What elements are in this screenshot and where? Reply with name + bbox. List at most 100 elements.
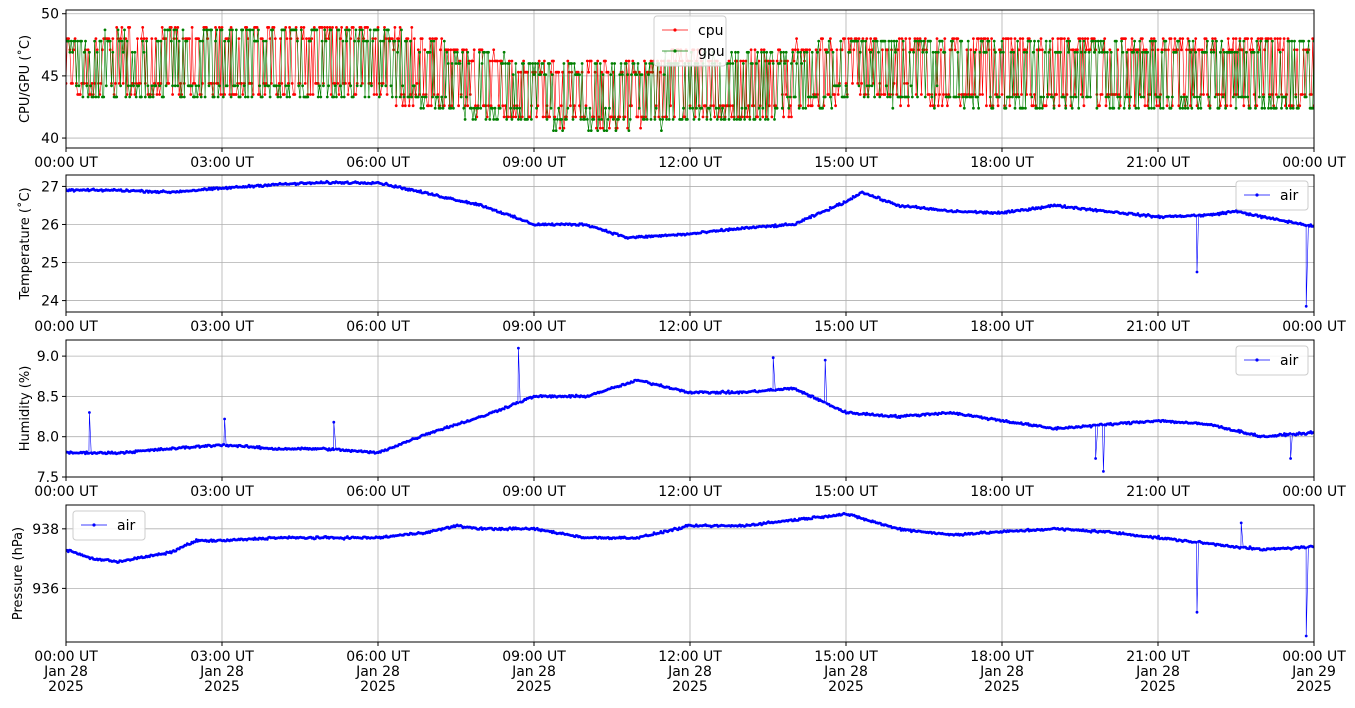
data-point [935, 84, 939, 88]
data-point [1033, 39, 1036, 43]
data-point [1001, 37, 1005, 40]
data-point [1263, 48, 1266, 52]
data-point [229, 95, 233, 99]
data-point [102, 95, 106, 99]
data-point [791, 48, 795, 52]
data-point [1220, 93, 1224, 96]
data-point [862, 95, 866, 99]
data-point [878, 95, 882, 99]
data-point [1064, 106, 1068, 110]
data-point [133, 451, 137, 455]
data-point [608, 106, 611, 110]
data-point [101, 48, 104, 52]
data-point [507, 59, 511, 63]
data-point [1180, 95, 1183, 99]
data-point [526, 118, 529, 121]
data-point [796, 50, 800, 54]
data-point [801, 106, 805, 110]
data-point [614, 129, 618, 133]
data-point [1100, 93, 1104, 96]
data-point [640, 73, 644, 76]
data-point [1198, 95, 1201, 99]
data-point [176, 26, 180, 29]
data-point [156, 82, 160, 85]
data-point [493, 106, 497, 110]
data-point [173, 84, 177, 88]
data-point [766, 118, 770, 121]
data-point [1078, 39, 1082, 43]
data-point [823, 400, 826, 404]
data-point [267, 84, 271, 88]
data-point [309, 39, 312, 43]
data-point [1021, 37, 1025, 40]
data-point [1304, 224, 1308, 228]
data-point [1001, 50, 1005, 54]
data-point [390, 95, 394, 99]
data-point [141, 26, 145, 29]
data-point [933, 106, 936, 110]
data-point [465, 95, 468, 99]
data-point [572, 62, 576, 65]
data-point [1161, 37, 1165, 40]
data-point [1251, 48, 1255, 52]
data-point [517, 346, 520, 350]
x-tick-label: 15:00 UT [814, 484, 878, 500]
data-point [1092, 50, 1096, 54]
data-point [665, 118, 668, 121]
data-point [723, 118, 727, 121]
data-point [305, 37, 308, 40]
data-point [827, 39, 831, 43]
data-point [1072, 48, 1075, 52]
data-point [125, 39, 129, 43]
data-point [413, 84, 416, 88]
data-point [286, 82, 290, 85]
data-point [636, 115, 640, 119]
data-point [1063, 95, 1066, 99]
data-point [1148, 93, 1152, 96]
data-point [279, 95, 282, 99]
x-tick-label: 12:00 UT [658, 484, 722, 500]
data-point [1226, 37, 1230, 40]
data-point [1040, 48, 1044, 52]
data-point [1206, 39, 1209, 43]
data-point [771, 388, 775, 392]
legend-swatch-marker [1255, 358, 1259, 362]
data-point [1185, 95, 1188, 99]
data-point [881, 48, 884, 52]
data-point [1208, 106, 1212, 110]
data-point [1073, 50, 1077, 54]
data-point [221, 95, 225, 99]
data-point [1265, 39, 1269, 43]
data-point [517, 118, 520, 121]
data-point [171, 84, 175, 88]
data-point [626, 126, 629, 130]
data-point [1267, 106, 1270, 110]
data-point [1242, 104, 1246, 108]
data-point [934, 50, 938, 54]
data-point [1219, 104, 1222, 108]
data-point [683, 115, 687, 119]
data-point [328, 26, 332, 29]
data-point [199, 95, 203, 99]
data-point [1086, 37, 1090, 40]
data-point [67, 37, 70, 40]
data-point [1269, 37, 1273, 40]
data-point [566, 106, 570, 110]
legend-label-air: air [1280, 188, 1298, 204]
data-point [169, 26, 173, 29]
data-point [128, 26, 132, 29]
data-point [472, 48, 476, 52]
data-point [467, 62, 471, 65]
data-point [539, 73, 542, 76]
data-point [298, 95, 302, 99]
data-point [193, 95, 197, 99]
data-point [1087, 50, 1091, 54]
data-point [844, 82, 848, 85]
data-point [827, 208, 831, 212]
data-point [979, 37, 983, 40]
data-point [277, 84, 281, 88]
data-point [238, 95, 242, 99]
data-point [394, 95, 398, 99]
data-point [843, 37, 847, 40]
data-point [197, 37, 201, 40]
